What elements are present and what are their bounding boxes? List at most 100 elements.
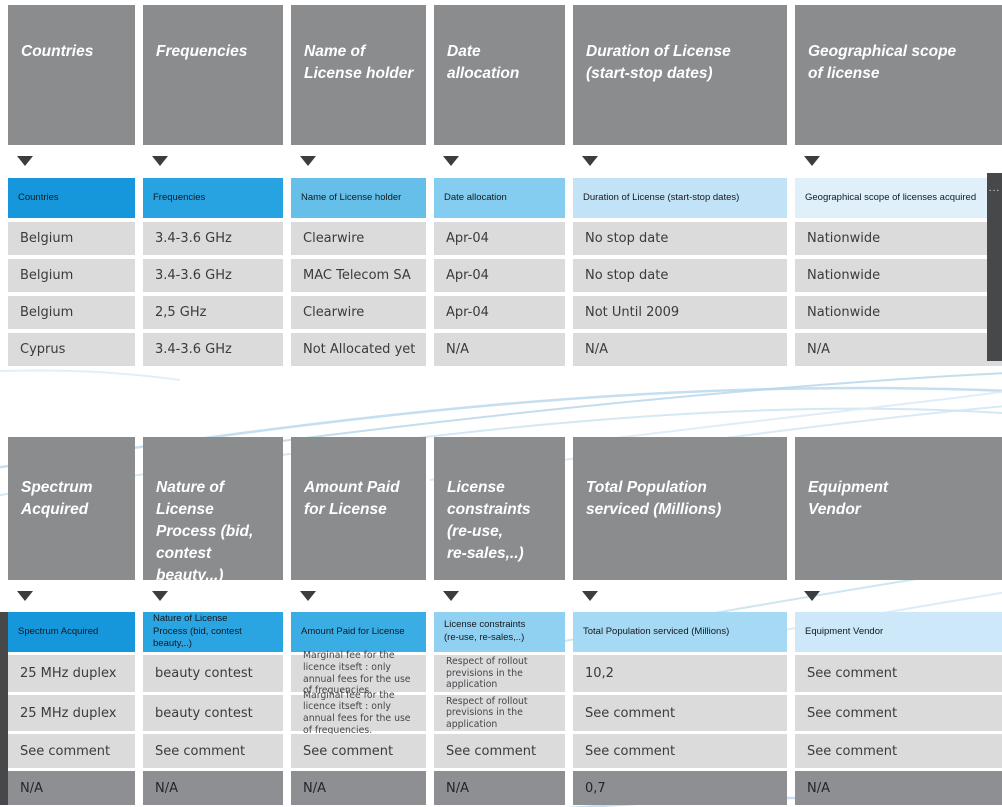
table-cell: MAC Telecom SA xyxy=(291,259,426,292)
table-cell: See comment xyxy=(573,695,787,731)
filter-spectrum-acquired[interactable]: Spectrum Acquired xyxy=(8,612,135,652)
dropdown-arrow-icon[interactable] xyxy=(804,156,820,166)
table-cell: Not Allocated yet xyxy=(291,333,426,366)
table-cell: beauty contest xyxy=(143,695,283,731)
column-header-spectrum-acquired: Spectrum Acquired xyxy=(8,437,135,580)
filter-duration[interactable]: Duration of License (start-stop dates) xyxy=(573,178,787,218)
table-cell: N/A xyxy=(573,333,787,366)
bottom-filter-row: Spectrum Acquired Nature of License Proc… xyxy=(0,612,1002,652)
dropdown-arrow-icon[interactable] xyxy=(443,591,459,601)
table-cell: beauty contest xyxy=(143,655,283,692)
top-column-headers: Countries Frequencies Name of License ho… xyxy=(0,5,1002,145)
table-cell: No stop date xyxy=(573,222,787,255)
table-cell: N/A xyxy=(434,771,565,805)
table-row: 25 MHz duplex beauty contest Marginal fe… xyxy=(0,650,1002,696)
table-cell: 3.4-3.6 GHz xyxy=(143,222,283,255)
filter-amount-paid[interactable]: Amount Paid for License xyxy=(291,612,426,652)
filter-geo-scope[interactable]: Geographical scope of licenses acquired xyxy=(795,178,1002,218)
column-header-equipment-vendor: Equipment Vendor xyxy=(795,437,1002,580)
table-cell: See comment xyxy=(143,734,283,768)
dropdown-arrow-icon[interactable] xyxy=(152,591,168,601)
top-filter-row: Countries Frequencies Name of License ho… xyxy=(0,178,1002,218)
dropdown-arrow-icon[interactable] xyxy=(582,156,598,166)
column-header-date-allocation: Date allocation xyxy=(434,5,565,145)
top-table-rows: Belgium 3.4-3.6 GHz Clearwire Apr-04 No … xyxy=(0,222,1002,366)
table-cell: Clearwire xyxy=(291,296,426,329)
dropdown-arrow-icon[interactable] xyxy=(300,591,316,601)
filter-equipment-vendor[interactable]: Equipment Vendor xyxy=(795,612,1002,652)
table-cell: 3.4-3.6 GHz xyxy=(143,259,283,292)
table-row: Cyprus 3.4-3.6 GHz Not Allocated yet N/A… xyxy=(0,333,1002,366)
column-header-license-holder: Name of License holder xyxy=(291,5,426,145)
table-cell: Belgium xyxy=(8,259,135,292)
table-cell: N/A xyxy=(434,333,565,366)
bottom-filter-arrows xyxy=(0,580,1002,612)
filter-population-serviced[interactable]: Total Population serviced (Millions) xyxy=(573,612,787,652)
license-table-part1: Countries Frequencies Name of License ho… xyxy=(0,0,1002,366)
dropdown-arrow-icon[interactable] xyxy=(300,156,316,166)
table-cell: N/A xyxy=(8,771,135,805)
table-cell: Apr-04 xyxy=(434,296,565,329)
column-header-license-process: Nature of License Process (bid, contest … xyxy=(143,437,283,584)
table-cell: No stop date xyxy=(573,259,787,292)
column-header-countries: Countries xyxy=(8,5,135,145)
table-cell: Cyprus xyxy=(8,333,135,366)
table-row: See comment See comment See comment See … xyxy=(0,734,1002,768)
table-cell: Nationwide xyxy=(795,259,1002,292)
table-cell: See comment xyxy=(795,655,1002,692)
table-cell: 2,5 GHz xyxy=(143,296,283,329)
column-header-geo-scope: Geographical scope of license xyxy=(795,5,1002,145)
table-cell: Belgium xyxy=(8,296,135,329)
table-cell: Nationwide xyxy=(795,222,1002,255)
table-cell: Respect of rollout previsions in the app… xyxy=(434,655,565,692)
dropdown-arrow-icon[interactable] xyxy=(17,591,33,601)
filter-license-constraints[interactable]: License constraints (re-use, re-sales,..… xyxy=(434,612,565,652)
bottom-table-rows: 25 MHz duplex beauty contest Marginal fe… xyxy=(0,650,1002,805)
table-cell: See comment xyxy=(573,734,787,768)
table-row: N/A N/A N/A N/A 0,7 N/A xyxy=(0,771,1002,805)
filter-license-holder[interactable]: Name of License holder xyxy=(291,178,426,218)
dropdown-arrow-icon[interactable] xyxy=(804,591,820,601)
dropdown-arrow-icon[interactable] xyxy=(17,156,33,166)
table-row: Belgium 2,5 GHz Clearwire Apr-04 Not Unt… xyxy=(0,296,1002,329)
top-filter-arrows xyxy=(0,145,1002,178)
left-scrollbar[interactable] xyxy=(0,612,8,805)
dropdown-arrow-icon[interactable] xyxy=(443,156,459,166)
table-cell: N/A xyxy=(143,771,283,805)
column-header-amount-paid: Amount Paid for License xyxy=(291,437,426,580)
table-cell: 0,7 xyxy=(573,771,787,805)
table-cell: 3.4-3.6 GHz xyxy=(143,333,283,366)
table-cell: 25 MHz duplex xyxy=(8,695,135,731)
table-cell: N/A xyxy=(291,771,426,805)
table-cell: Nationwide xyxy=(795,296,1002,329)
more-columns-scrollbar[interactable]: ... xyxy=(987,173,1002,361)
table-row: Belgium 3.4-3.6 GHz MAC Telecom SA Apr-0… xyxy=(0,259,1002,292)
table-cell: N/A xyxy=(795,771,1002,805)
filter-license-process[interactable]: Nature of License Process (bid, contest … xyxy=(143,612,283,652)
table-row: 25 MHz duplex beauty contest Marginal fe… xyxy=(0,690,1002,736)
license-table-part2: Spectrum Acquired Nature of License Proc… xyxy=(0,437,1002,805)
column-header-population-serviced: Total Population serviced (Millions) xyxy=(573,437,787,580)
table-cell: 25 MHz duplex xyxy=(8,655,135,692)
table-cell: Respect of rollout previsions in the app… xyxy=(434,695,565,731)
ellipsis-icon: ... xyxy=(988,184,1001,194)
column-header-license-constraints: License constraints (re-use, re-sales,..… xyxy=(434,437,565,580)
bottom-column-headers: Spectrum Acquired Nature of License Proc… xyxy=(0,437,1002,584)
table-cell: Clearwire xyxy=(291,222,426,255)
filter-date-allocation[interactable]: Date allocation xyxy=(434,178,565,218)
table-cell: See comment xyxy=(434,734,565,768)
filter-frequencies[interactable]: Frequencies xyxy=(143,178,283,218)
table-cell: Belgium xyxy=(8,222,135,255)
dropdown-arrow-icon[interactable] xyxy=(152,156,168,166)
table-cell: Apr-04 xyxy=(434,259,565,292)
table-cell: See comment xyxy=(795,734,1002,768)
table-cell: See comment xyxy=(8,734,135,768)
table-cell: Marginal fee for the licence itseft : on… xyxy=(291,650,426,696)
filter-countries[interactable]: Countries xyxy=(8,178,135,218)
column-header-duration: Duration of License (start-stop dates) xyxy=(573,5,787,145)
table-cell: Apr-04 xyxy=(434,222,565,255)
table-cell: See comment xyxy=(795,695,1002,731)
dropdown-arrow-icon[interactable] xyxy=(582,591,598,601)
table-cell: 10,2 xyxy=(573,655,787,692)
